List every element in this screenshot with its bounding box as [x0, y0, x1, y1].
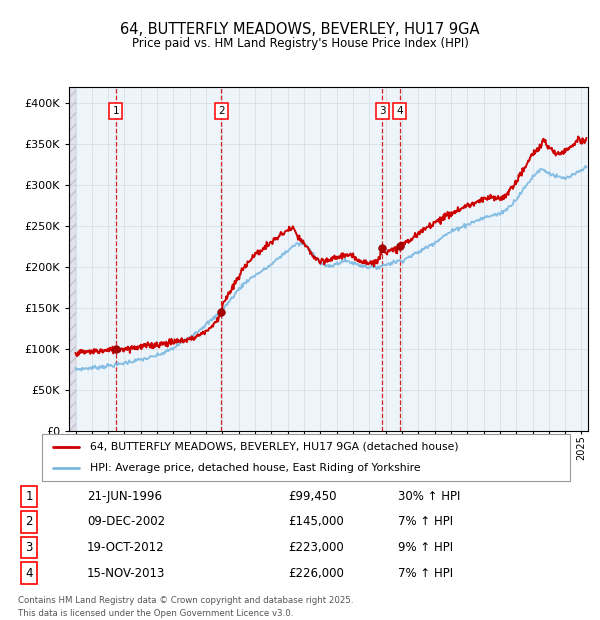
Text: £223,000: £223,000 — [289, 541, 344, 554]
Text: £226,000: £226,000 — [289, 567, 344, 580]
Text: 2: 2 — [218, 106, 225, 116]
Text: HPI: Average price, detached house, East Riding of Yorkshire: HPI: Average price, detached house, East… — [89, 463, 420, 473]
Text: 2: 2 — [26, 515, 33, 528]
Text: 7% ↑ HPI: 7% ↑ HPI — [398, 515, 453, 528]
Text: £99,450: £99,450 — [289, 490, 337, 503]
Text: 1: 1 — [113, 106, 119, 116]
Bar — [116, 87, 221, 431]
Text: 4: 4 — [397, 106, 403, 116]
Text: Contains HM Land Registry data © Crown copyright and database right 2025.: Contains HM Land Registry data © Crown c… — [18, 596, 353, 606]
Text: 09-DEC-2002: 09-DEC-2002 — [87, 515, 165, 528]
Text: Price paid vs. HM Land Registry's House Price Index (HPI): Price paid vs. HM Land Registry's House … — [131, 37, 469, 50]
Text: This data is licensed under the Open Government Licence v3.0.: This data is licensed under the Open Gov… — [18, 609, 293, 618]
Text: 21-JUN-1996: 21-JUN-1996 — [87, 490, 162, 503]
Bar — [400, 87, 588, 431]
Text: 64, BUTTERFLY MEADOWS, BEVERLEY, HU17 9GA: 64, BUTTERFLY MEADOWS, BEVERLEY, HU17 9G… — [120, 22, 480, 37]
Bar — [221, 87, 382, 431]
Text: 30% ↑ HPI: 30% ↑ HPI — [398, 490, 460, 503]
Text: 15-NOV-2013: 15-NOV-2013 — [87, 567, 165, 580]
Text: 1: 1 — [26, 490, 33, 503]
Text: 3: 3 — [26, 541, 33, 554]
Text: 64, BUTTERFLY MEADOWS, BEVERLEY, HU17 9GA (detached house): 64, BUTTERFLY MEADOWS, BEVERLEY, HU17 9G… — [89, 441, 458, 451]
Bar — [76, 87, 116, 431]
Text: 9% ↑ HPI: 9% ↑ HPI — [398, 541, 453, 554]
Text: £145,000: £145,000 — [289, 515, 344, 528]
Text: 4: 4 — [26, 567, 33, 580]
Text: 19-OCT-2012: 19-OCT-2012 — [87, 541, 164, 554]
Bar — [382, 87, 400, 431]
Text: 3: 3 — [379, 106, 386, 116]
Bar — [69, 87, 76, 431]
Text: 7% ↑ HPI: 7% ↑ HPI — [398, 567, 453, 580]
